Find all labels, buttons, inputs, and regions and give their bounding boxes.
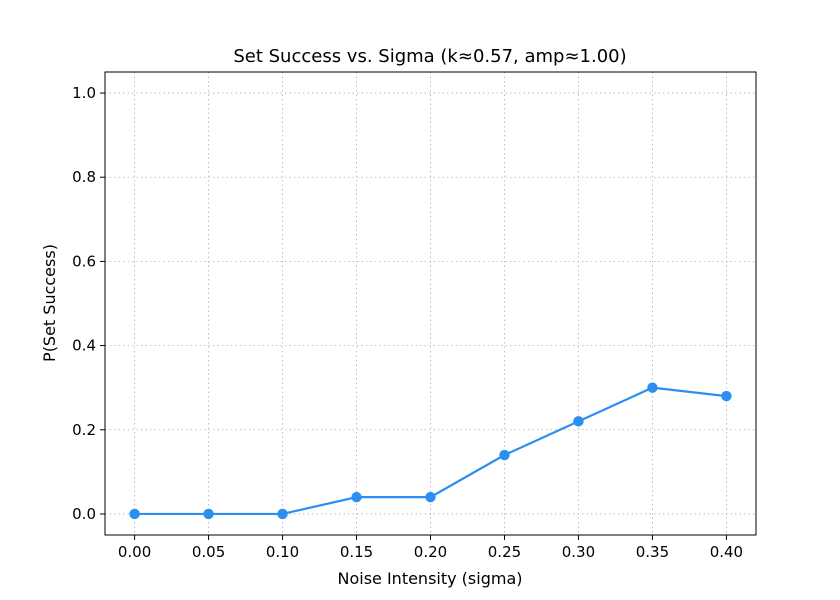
data-point xyxy=(129,508,140,520)
x-tick-label: 0.05 xyxy=(192,543,225,561)
data-point xyxy=(277,508,288,520)
y-tick-label: 0.8 xyxy=(72,168,96,186)
y-axis-label: P(Set Success) xyxy=(40,244,59,362)
data-point xyxy=(351,491,362,503)
data-point xyxy=(721,390,732,402)
x-tick-label: 0.40 xyxy=(710,543,743,561)
y-tick-label: 0.4 xyxy=(72,337,96,355)
plot-frame xyxy=(104,71,757,536)
x-tick-label: 0.10 xyxy=(266,543,299,561)
data-point xyxy=(647,382,658,393)
data-point xyxy=(573,416,584,427)
x-tick-label: 0.20 xyxy=(414,543,447,561)
x-tick-label: 0.25 xyxy=(488,543,521,561)
data-point xyxy=(425,491,436,503)
y-tick-label: 0.6 xyxy=(72,252,96,270)
x-tick-label: 0.15 xyxy=(340,543,373,561)
y-tick-label: 0.2 xyxy=(72,421,96,439)
data-point xyxy=(499,449,510,461)
y-ticks: 0.0 0.2 0.4 0.6 0.8 1.0 xyxy=(72,84,105,523)
y-tick-label: 0.0 xyxy=(72,505,96,523)
x-tick-label: 0.00 xyxy=(118,543,151,561)
x-axis-label: Noise Intensity (sigma) xyxy=(337,569,522,588)
x-tick-label: 0.35 xyxy=(636,543,669,561)
series-layer xyxy=(129,382,732,520)
grid xyxy=(105,72,756,535)
y-tick-label: 1.0 xyxy=(72,84,96,102)
x-ticks: 0.00 0.05 0.10 0.15 0.20 0.25 0.30 0.35 0.40 xyxy=(118,535,743,561)
data-point xyxy=(203,508,214,520)
chart-title: Set Success vs. Sigma (k≈0.57, amp≈1.00) xyxy=(233,46,626,67)
x-tick-label: 0.30 xyxy=(562,543,595,561)
